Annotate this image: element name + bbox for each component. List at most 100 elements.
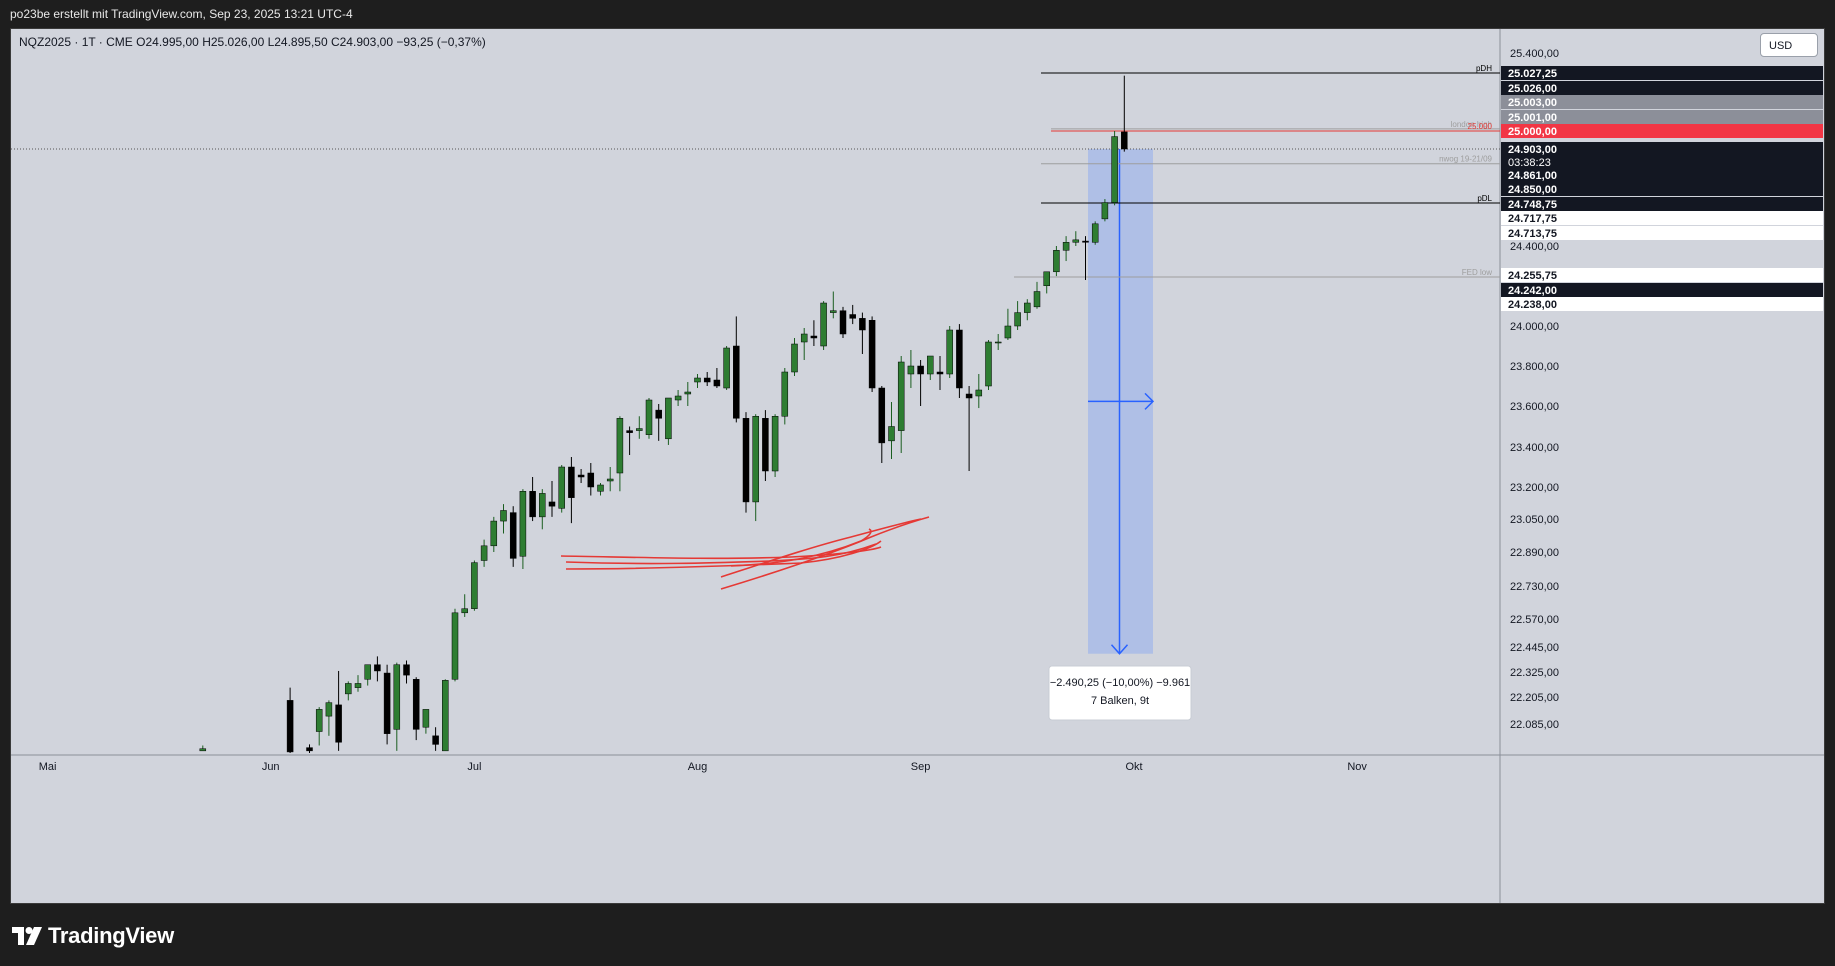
candle-body[interactable]: [1082, 240, 1089, 243]
freehand-drawing-line[interactable]: [720, 518, 922, 578]
candle-body[interactable]: [684, 391, 692, 395]
candle-body[interactable]: [315, 709, 323, 732]
candle-body[interactable]: [1091, 223, 1099, 243]
candle-body[interactable]: [1004, 325, 1012, 339]
candle-body[interactable]: [597, 484, 604, 492]
candle-body[interactable]: [306, 747, 313, 752]
candle-body[interactable]: [1033, 291, 1041, 308]
candle-body[interactable]: [1053, 250, 1060, 273]
freehand-drawing-line[interactable]: [565, 543, 877, 565]
candle-body[interactable]: [480, 545, 488, 561]
candle-body[interactable]: [364, 664, 371, 680]
candle-body[interactable]: [742, 418, 750, 503]
candle-body[interactable]: [645, 399, 653, 435]
candle-body[interactable]: [820, 302, 827, 347]
candle-body[interactable]: [199, 748, 207, 752]
candle-body[interactable]: [907, 365, 915, 375]
candle-body[interactable]: [636, 428, 643, 431]
price-tick-label: 22.325,00: [1510, 667, 1559, 679]
candle-body[interactable]: [946, 329, 953, 375]
candle-body[interactable]: [752, 416, 759, 503]
candle-body[interactable]: [859, 318, 866, 331]
candle-body[interactable]: [442, 680, 449, 752]
freehand-drawing-line[interactable]: [730, 528, 872, 567]
candle-body[interactable]: [325, 702, 333, 717]
candle-body[interactable]: [587, 472, 595, 488]
candle-body[interactable]: [577, 474, 585, 478]
candle-body[interactable]: [1072, 239, 1080, 243]
candle-body[interactable]: [1101, 202, 1109, 220]
freehand-drawing-line[interactable]: [565, 540, 882, 570]
candle-body[interactable]: [558, 466, 565, 509]
candle-body[interactable]: [868, 320, 876, 389]
candle-body[interactable]: [286, 700, 294, 753]
candle-body[interactable]: [403, 664, 410, 676]
candle-body[interactable]: [383, 672, 391, 734]
candle-body[interactable]: [713, 379, 721, 387]
candle-body[interactable]: [568, 466, 575, 498]
candle-body[interactable]: [839, 310, 847, 335]
candle-body[interactable]: [451, 612, 459, 680]
candle-body[interactable]: [354, 683, 362, 688]
chart-frame[interactable]: pDH london high 25.000 nwog 19-21/09 pDL FED …: [10, 28, 1825, 904]
candle-body[interactable]: [994, 341, 1002, 344]
candle-body[interactable]: [762, 418, 769, 472]
candle-body[interactable]: [810, 335, 818, 339]
candle-body[interactable]: [529, 491, 536, 518]
price-axis-label: 24.717,75: [1508, 213, 1557, 225]
candle-body[interactable]: [733, 345, 740, 419]
plot-area[interactable]: [11, 29, 1500, 755]
candle-body[interactable]: [1043, 271, 1050, 287]
candle-body[interactable]: [539, 493, 546, 518]
candle-body[interactable]: [1062, 242, 1070, 251]
candle-body[interactable]: [897, 361, 905, 431]
candle-body[interactable]: [1111, 136, 1118, 203]
candle-body[interactable]: [674, 395, 682, 401]
candle-body[interactable]: [461, 608, 468, 614]
candle-body[interactable]: [1014, 312, 1021, 327]
candle-body[interactable]: [626, 430, 633, 433]
candle-body[interactable]: [509, 512, 517, 559]
candle-body[interactable]: [975, 389, 983, 397]
candle-body[interactable]: [694, 377, 701, 383]
candle-body[interactable]: [791, 343, 798, 373]
candle-body[interactable]: [1024, 302, 1031, 313]
measure-info-box[interactable]: [1048, 665, 1192, 721]
candle-body[interactable]: [616, 418, 624, 474]
candle-body[interactable]: [471, 562, 478, 609]
candle-body[interactable]: [665, 397, 672, 440]
candle-body[interactable]: [1121, 131, 1128, 150]
candle-body[interactable]: [393, 664, 401, 730]
candle-body[interactable]: [917, 365, 924, 375]
time-tick-label: Nov: [1347, 761, 1367, 773]
candle-body[interactable]: [335, 704, 342, 743]
candle-body[interactable]: [490, 520, 498, 547]
candle-body[interactable]: [830, 310, 837, 313]
candle-body[interactable]: [412, 679, 420, 730]
candle-body[interactable]: [781, 371, 789, 417]
candle-body[interactable]: [888, 426, 895, 442]
candle-body[interactable]: [723, 347, 730, 389]
candle-body[interactable]: [936, 371, 944, 375]
candle-body[interactable]: [965, 393, 973, 399]
candle-body[interactable]: [655, 409, 662, 419]
tradingview-logo[interactable]: TradingView: [12, 923, 174, 949]
candle-body[interactable]: [800, 333, 808, 343]
candle-body[interactable]: [771, 416, 779, 472]
currency-selector[interactable]: USD: [1760, 33, 1818, 57]
candle-body[interactable]: [374, 664, 381, 672]
candle-body[interactable]: [849, 314, 856, 319]
candle-body[interactable]: [422, 709, 430, 728]
candle-body[interactable]: [519, 491, 527, 557]
candle-body[interactable]: [606, 478, 614, 482]
candle-body[interactable]: [703, 377, 711, 383]
candle-body[interactable]: [878, 387, 886, 444]
candle-body[interactable]: [927, 355, 934, 375]
candle-body[interactable]: [985, 341, 992, 387]
candle-body[interactable]: [432, 735, 439, 745]
candle-body[interactable]: [956, 329, 963, 389]
candle-body[interactable]: [345, 683, 352, 695]
candle-body[interactable]: [548, 501, 556, 507]
candle-body[interactable]: [500, 510, 507, 522]
